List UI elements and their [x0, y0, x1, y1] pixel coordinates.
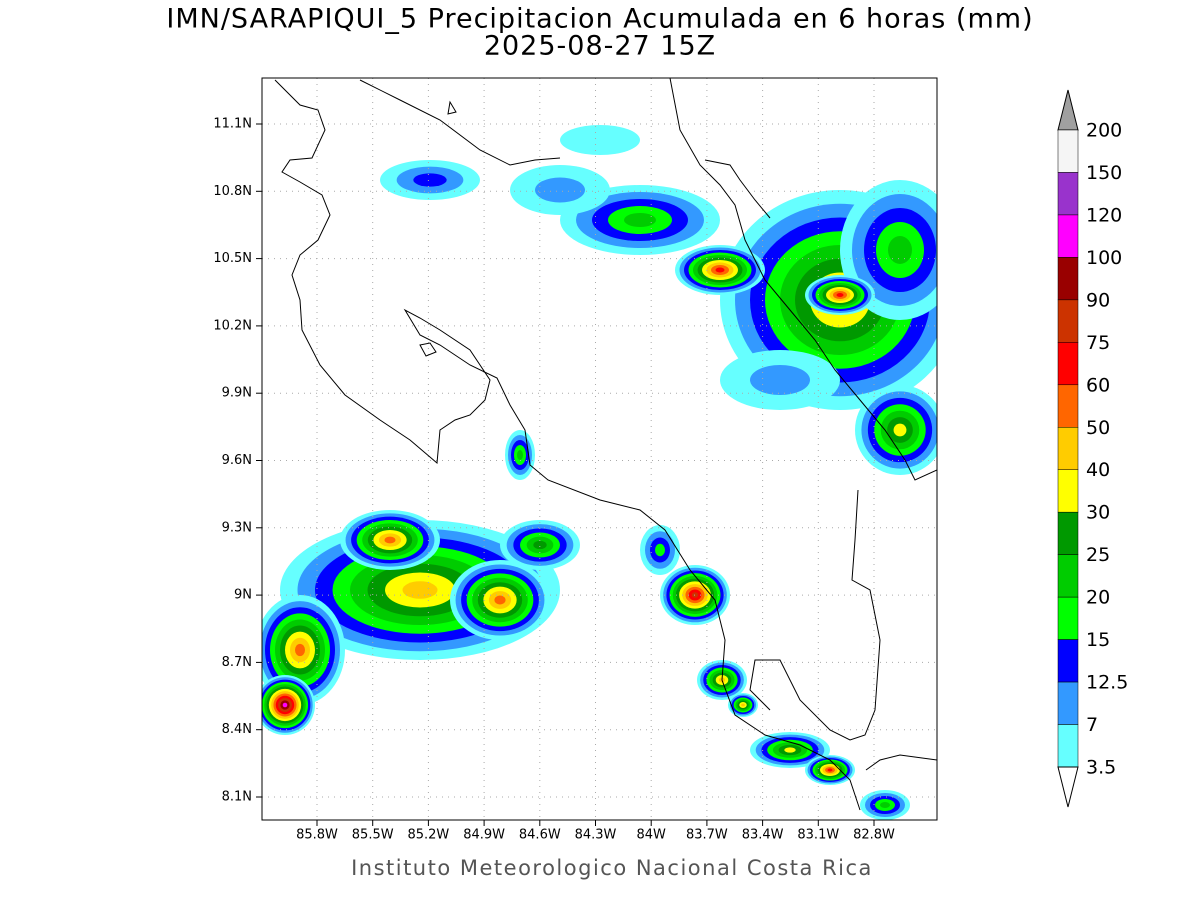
colorbar-box	[1057, 724, 1079, 768]
colorbar-box	[1057, 342, 1079, 386]
rain-area	[624, 213, 656, 227]
lat-label: 10.5N	[213, 251, 252, 266]
rain-area	[741, 703, 745, 707]
colorbar-arrow	[1057, 766, 1079, 808]
colorbar-label: 200	[1086, 120, 1122, 142]
subtitle: 2025-08-27 15Z	[484, 31, 716, 62]
colorbar-label: 75	[1086, 332, 1110, 354]
rain-area	[282, 702, 288, 708]
colorbar-box	[1057, 172, 1079, 216]
colorbar-box	[1057, 427, 1079, 470]
rain-area	[893, 423, 907, 437]
coastlines	[274, 78, 937, 811]
map-frame	[261, 77, 938, 821]
coastline	[865, 754, 937, 771]
colorbar-box	[1057, 214, 1079, 258]
colorbar-label: 90	[1086, 289, 1110, 311]
lat-label: 9.6N	[222, 453, 252, 468]
lon-label: 84.9W	[463, 828, 505, 843]
colorbar-box	[1057, 299, 1079, 343]
colorbar-label: 25	[1086, 544, 1110, 566]
rain-area	[836, 293, 844, 297]
precipitation	[262, 125, 937, 820]
colorbar-arrow	[1057, 89, 1079, 131]
colorbar: 200 150 120 100 90 75 60 50 40 30 25 20 15 12.5 7 3.5	[1057, 89, 1128, 808]
title: IMN/SARAPIQUI_5 Precipitacion Acumulada …	[166, 4, 1033, 35]
colorbar-label: 60	[1086, 374, 1110, 396]
lat-label: 9.3N	[222, 520, 252, 535]
lon-label: 85.8W	[296, 828, 338, 843]
rain-area	[888, 236, 912, 264]
rain-area	[295, 643, 305, 657]
rain-area	[535, 177, 585, 203]
colorbar-box	[1057, 511, 1079, 555]
island	[419, 342, 437, 357]
island	[447, 100, 457, 115]
lat-label: 11.1N	[213, 117, 252, 132]
rain-area	[494, 595, 506, 605]
rain-area	[533, 540, 547, 550]
colorbar-box	[1057, 469, 1079, 513]
rain-area	[655, 543, 665, 557]
colorbar-box	[1057, 554, 1079, 598]
footer: Instituto Meteorologico Nacional Costa R…	[351, 856, 873, 880]
rain-area	[750, 365, 810, 395]
lon-label: 84.6W	[519, 828, 561, 843]
rain-area	[880, 802, 890, 808]
colorbar-label: 40	[1086, 459, 1110, 481]
lat-label: 9N	[234, 588, 252, 603]
colorbar-box	[1057, 639, 1079, 683]
lon-label: 83.1W	[797, 828, 839, 843]
lat-label: 10.8N	[213, 184, 252, 199]
colorbar-label: 100	[1086, 247, 1122, 269]
rain-area	[715, 267, 725, 273]
colorbar-label: 120	[1086, 204, 1122, 226]
coastline	[274, 79, 861, 811]
lon-label: 85.2W	[407, 828, 449, 843]
colorbar-label: 30	[1086, 502, 1110, 524]
colorbar-box	[1057, 681, 1079, 725]
colorbar-box	[1057, 596, 1079, 640]
lon-label: 83.7W	[686, 828, 728, 843]
lat-label: 8.4N	[222, 722, 252, 737]
border	[749, 489, 881, 741]
lat-label: 8.7N	[222, 655, 252, 670]
colorbar-box	[1057, 129, 1079, 173]
colorbar-label: 12.5	[1086, 672, 1128, 694]
lon-label: 84W	[636, 828, 666, 843]
colorbar-label: 50	[1086, 417, 1110, 439]
rain-area	[413, 173, 447, 187]
coastline	[359, 79, 561, 166]
lat-label: 9.9N	[222, 386, 252, 401]
colorbar-label: 15	[1086, 629, 1110, 651]
border	[704, 159, 771, 219]
lon-label: 85.5W	[352, 828, 394, 843]
lat-label: 10.2N	[213, 318, 252, 333]
coastline	[669, 78, 937, 481]
rain-area	[402, 581, 438, 599]
colorbar-label: 20	[1086, 587, 1110, 609]
lon-label: 82.8W	[853, 828, 895, 843]
colorbar-label: 150	[1086, 162, 1122, 184]
lon-label: 83.4W	[742, 828, 784, 843]
grid: 8.1N 8.4N 8.7N 9N 9.3N 9.6N 9.9N 10.2N 10.5N 10.8…	[213, 78, 937, 843]
rain-area	[784, 747, 796, 753]
rain-area	[560, 125, 640, 155]
colorbar-label: 3.5	[1086, 757, 1116, 779]
rain-area	[827, 768, 833, 772]
rain-area	[384, 536, 396, 544]
lon-label: 84.3W	[575, 828, 617, 843]
lat-label: 8.1N	[222, 790, 252, 805]
colorbar-label: 7	[1086, 714, 1098, 736]
colorbar-box	[1057, 257, 1079, 301]
rain-area	[517, 450, 523, 460]
colorbar-box	[1057, 384, 1079, 428]
